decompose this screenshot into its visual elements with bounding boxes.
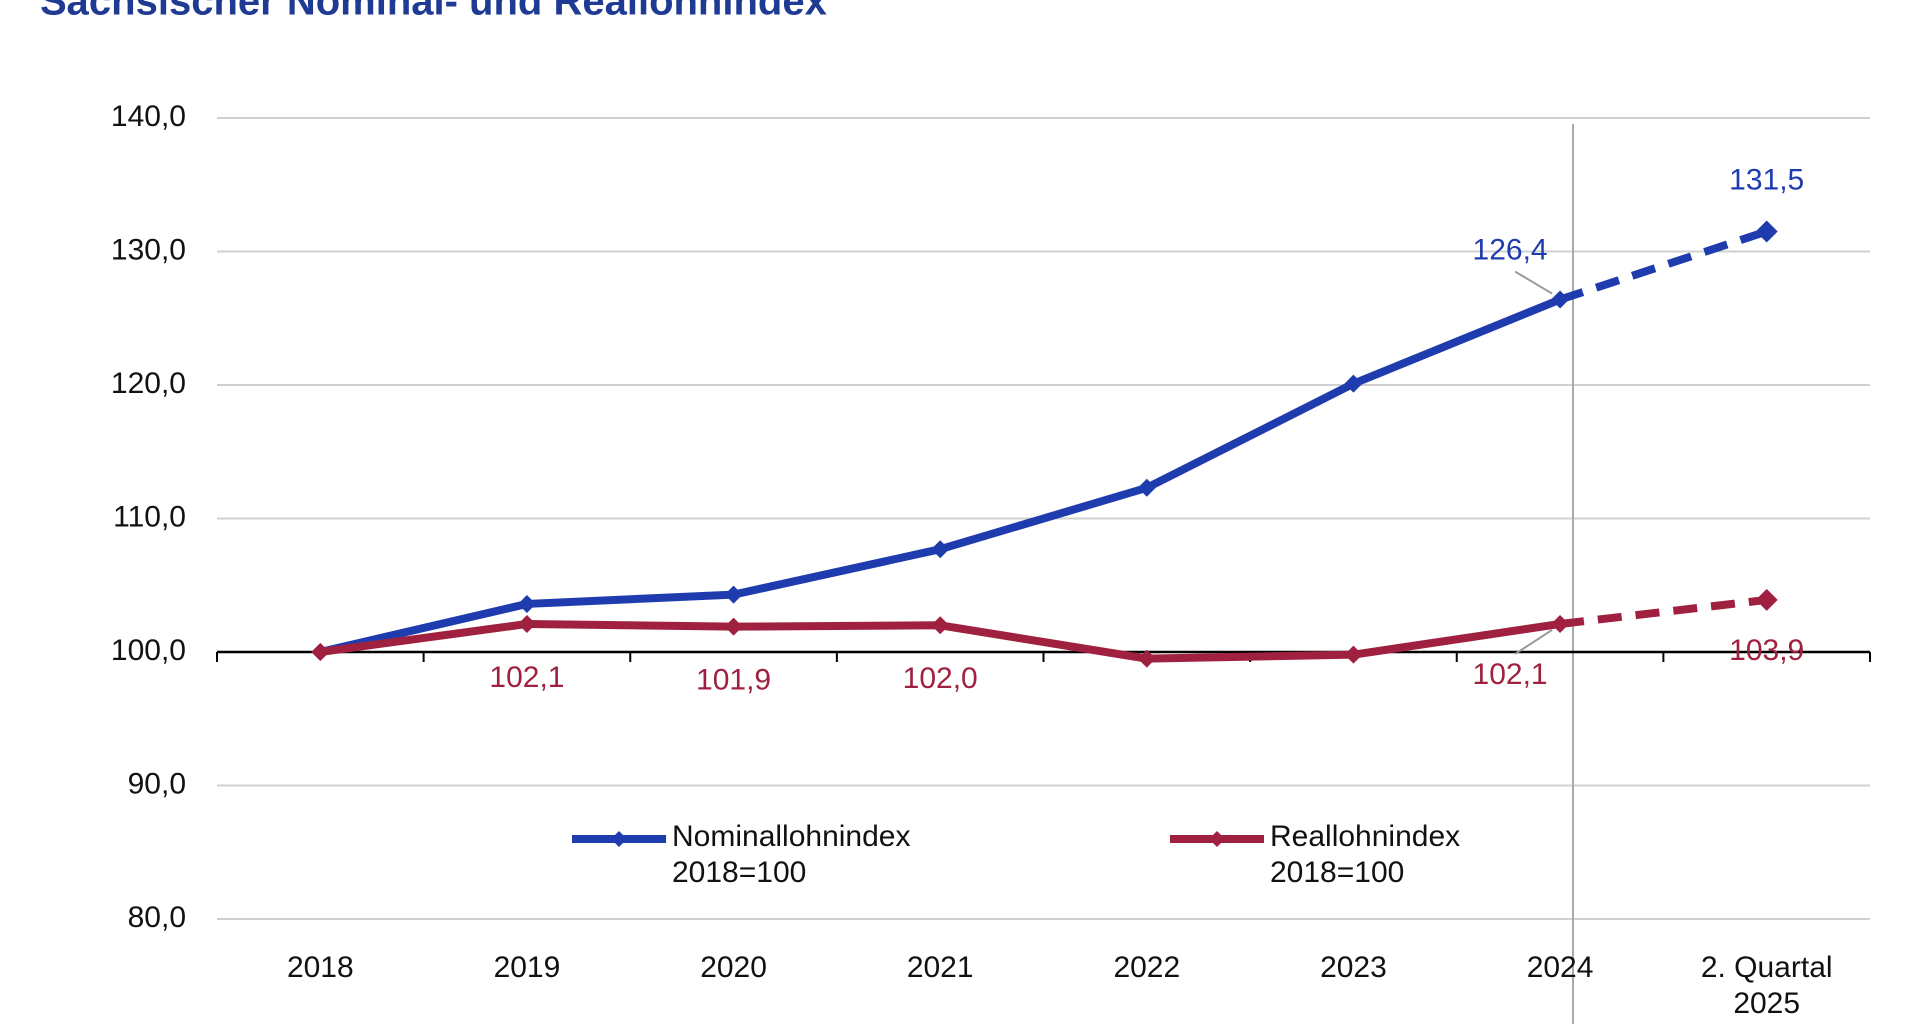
marker [1551, 614, 1570, 633]
marker [1344, 374, 1363, 393]
legend-marker [611, 831, 627, 847]
marker [931, 540, 950, 559]
leader-line [1514, 629, 1553, 655]
y-tick-label: 90,0 [128, 767, 186, 800]
leader-line [1514, 270, 1553, 295]
legend-label: Nominallohnindex 2018=100 [672, 820, 911, 889]
y-tick-label: 80,0 [128, 901, 186, 934]
marker [517, 594, 536, 613]
y-tick-label: 110,0 [113, 500, 186, 533]
marker [931, 616, 950, 635]
y-tick-label: 100,0 [111, 634, 186, 667]
marker [1755, 588, 1778, 611]
marker [311, 643, 330, 661]
marker [724, 617, 743, 636]
marker [1137, 649, 1156, 668]
marker [517, 614, 536, 633]
x-tick-label: 2020 [700, 951, 767, 984]
marker [1344, 645, 1363, 664]
x-tick-label: 2. Quartal 2025 [1700, 951, 1833, 1020]
marker [1755, 220, 1778, 243]
data-label: 126,4 [1473, 233, 1548, 266]
series-line [1558, 227, 1768, 304]
x-tick-label: 2023 [1320, 951, 1387, 984]
data-label: 102,1 [489, 661, 564, 694]
marker [1137, 478, 1156, 497]
legend-marker [1209, 831, 1225, 847]
x-tick-label: 2018 [286, 951, 354, 984]
y-tick-label: 140,0 [111, 100, 186, 133]
x-tick-label: 2024 [1526, 951, 1594, 984]
legend-label: Reallohnindex 2018=100 [1270, 820, 1461, 889]
data-label: 103,9 [1729, 634, 1804, 667]
series-line [319, 295, 1562, 656]
x-tick-label: 2021 [906, 951, 974, 984]
data-label: 131,5 [1729, 163, 1804, 196]
data-label: 102,0 [903, 662, 978, 695]
series-line [1559, 595, 1768, 628]
x-tick-label: 2022 [1113, 951, 1181, 984]
y-tick-label: 120,0 [111, 367, 186, 400]
data-label: 102,1 [1473, 658, 1548, 691]
y-tick-label: 130,0 [111, 233, 186, 266]
data-label: 101,9 [696, 664, 771, 697]
marker [1551, 290, 1570, 309]
x-tick-label: 2019 [493, 951, 561, 984]
marker [724, 585, 743, 604]
chart-title: Sächsischer Nominal- und Reallohnindex [40, 0, 827, 24]
